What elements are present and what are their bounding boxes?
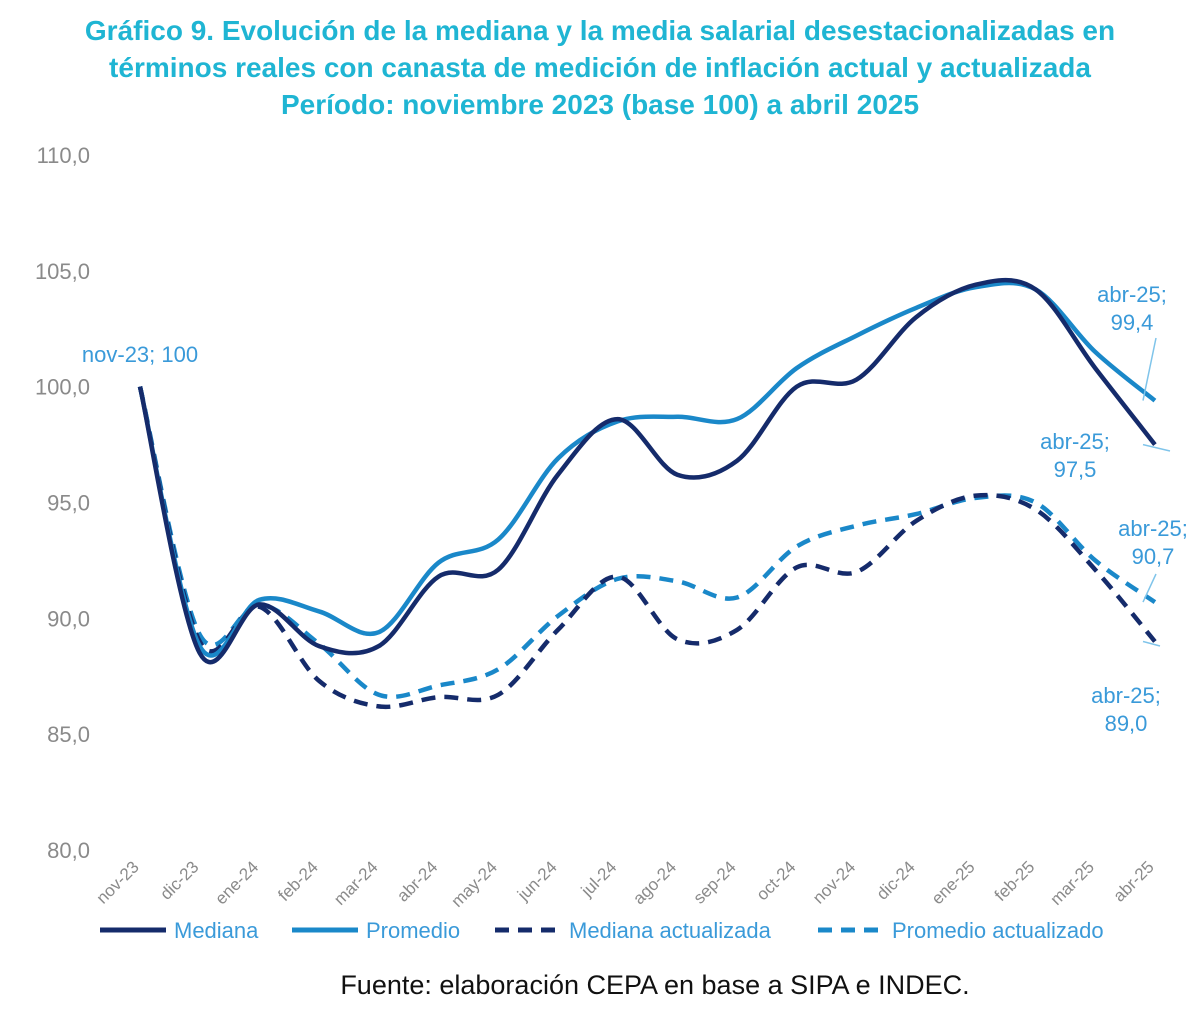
x-tick-label: abr-24: [393, 857, 441, 905]
chart-title-line-3: Período: noviembre 2023 (base 100) a abr…: [280, 89, 920, 120]
y-tick-label: 100,0: [35, 375, 90, 400]
x-tick-label: nov-23: [93, 857, 143, 907]
source-note: Fuente: elaboración CEPA en base a SIPA …: [340, 970, 970, 1000]
annotation-leader-line: [1142, 443, 1171, 452]
data-label: nov-23; 100: [82, 342, 198, 367]
chart-title: Gráfico 9. Evolución de la mediana y la …: [0, 12, 1200, 123]
x-tick-label: ene-24: [211, 857, 262, 908]
legend-promedio-actualizado-label: Promedio actualizado: [892, 918, 1104, 943]
data-label-value: 90,7: [1132, 544, 1175, 569]
y-tick-label: 80,0: [47, 838, 90, 863]
data-label: abr-25;: [1040, 429, 1110, 454]
legend-mediana-label: Mediana: [174, 918, 259, 943]
x-tick-label: may-24: [448, 857, 502, 911]
series-line-mediana-actualizada: [137, 386, 1157, 710]
data-label: abr-25;: [1118, 516, 1188, 541]
line-chart: 80,0 85,0 90,0 95,0 100,0 105,0 110,0 nov-23 dic…: [35, 143, 1188, 943]
x-tick-label: dic-23: [156, 857, 202, 903]
data-label-value: 89,0: [1105, 711, 1148, 736]
series-line-promedio: [137, 280, 1157, 658]
x-tick-label: feb-25: [991, 857, 1039, 905]
data-label-value: 99,4: [1111, 310, 1154, 335]
y-tick-label: 90,0: [47, 606, 90, 631]
y-tick-label: 95,0: [47, 491, 90, 516]
x-tick-label: oct-24: [753, 857, 800, 904]
y-tick-label: 110,0: [37, 143, 90, 168]
series-line-mediana: [137, 277, 1157, 665]
y-tick-label: 85,0: [47, 722, 90, 747]
x-tick-label: ago-24: [629, 857, 680, 908]
annotation-leader-line: [1142, 640, 1161, 647]
x-tick-label: jul-24: [577, 857, 621, 901]
x-tick-label: feb-24: [274, 857, 322, 905]
legend-promedio-label: Promedio: [366, 918, 460, 943]
annotation-leader-line: [1142, 573, 1157, 603]
legend-mediana-actualizada-label: Mediana actualizada: [569, 918, 772, 943]
x-tick-label: mar-24: [330, 857, 382, 909]
annotation-leader-line: [1142, 337, 1157, 401]
y-tick-label: 105,0: [35, 259, 90, 284]
x-tick-label: ene-25: [928, 857, 979, 908]
chart-title-line-2: términos reales con canasta de medición …: [109, 52, 1091, 83]
series-line-promedio-actualizado: [137, 386, 1157, 700]
x-tick-label: mar-25: [1047, 857, 1099, 909]
x-tick-label: nov-24: [809, 857, 859, 907]
data-label-value: 97,5: [1054, 457, 1097, 482]
x-tick-label: sep-24: [690, 857, 740, 907]
x-tick-label: abr-25: [1110, 857, 1158, 905]
chart-title-line-1: Gráfico 9. Evolución de la mediana y la …: [84, 15, 1116, 46]
x-tick-label: jun-24: [513, 857, 561, 905]
data-label: abr-25;: [1091, 683, 1161, 708]
x-tick-label: dic-24: [873, 857, 919, 903]
data-label: abr-25;: [1097, 282, 1167, 307]
